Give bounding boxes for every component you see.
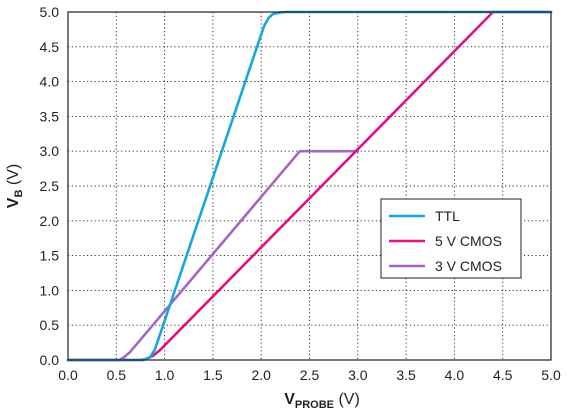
series-line-3-v-cmos	[66, 149, 360, 362]
y-tick-label: 1.5	[40, 248, 60, 264]
x-axis-title-sub: PROBE	[295, 399, 334, 411]
x-tick-label: 1.0	[155, 367, 175, 383]
x-tick-label: 2.5	[300, 367, 320, 383]
grid	[68, 12, 551, 360]
plot-frame	[67, 11, 552, 361]
y-axis-title-unit: (V)	[5, 164, 22, 190]
x-tick-label: 0.5	[107, 367, 127, 383]
y-axis-title-main: V	[5, 197, 22, 208]
legend-label-ttl: TTL	[435, 208, 460, 224]
x-tick-label: 1.5	[203, 367, 223, 383]
y-axis-title: VB (V)	[5, 164, 25, 208]
x-tick-label: 4.5	[493, 367, 513, 383]
legend: TTL 5 V CMOS 3 V CMOS	[380, 198, 522, 279]
x-axis-title-main: V	[284, 391, 295, 408]
x-axis-title-unit: (V)	[334, 391, 360, 408]
y-tick-labels: 0.0 0.5 1.0 1.5 2.0 2.5 3.0 3.5 4.0 4.5 5.0	[40, 4, 60, 368]
y-tick-label: 0.0	[40, 352, 60, 368]
y-tick-label: 4.0	[40, 74, 60, 90]
x-tick-label: 3.0	[348, 367, 368, 383]
x-axis-title: VPROBE (V)	[284, 391, 360, 411]
x-tick-label: 2.0	[251, 367, 271, 383]
x-tick-label: 0.0	[58, 367, 78, 383]
x-tick-label: 4.0	[445, 367, 465, 383]
y-axis-title-sub: B	[13, 190, 25, 198]
y-tick-label: 4.5	[40, 39, 60, 55]
y-tick-label: 3.0	[40, 143, 60, 159]
x-tick-labels: 0.0 0.5 1.0 1.5 2.0 2.5 3.0 3.5 4.0 4.5 5.0	[58, 367, 561, 383]
x-tick-label: 3.5	[396, 367, 416, 383]
legend-label-5-v-cmos: 5 V CMOS	[435, 233, 502, 249]
x-tick-label: 5.0	[541, 367, 561, 383]
y-tick-label: 3.5	[40, 108, 60, 124]
y-tick-label: 0.5	[40, 317, 60, 333]
y-tick-label: 5.0	[40, 4, 60, 20]
y-tick-label: 1.0	[40, 282, 60, 298]
legend-box	[380, 198, 522, 279]
legend-label-3-v-cmos: 3 V CMOS	[435, 258, 502, 274]
y-tick-label: 2.0	[40, 213, 60, 229]
y-tick-label: 2.5	[40, 178, 60, 194]
